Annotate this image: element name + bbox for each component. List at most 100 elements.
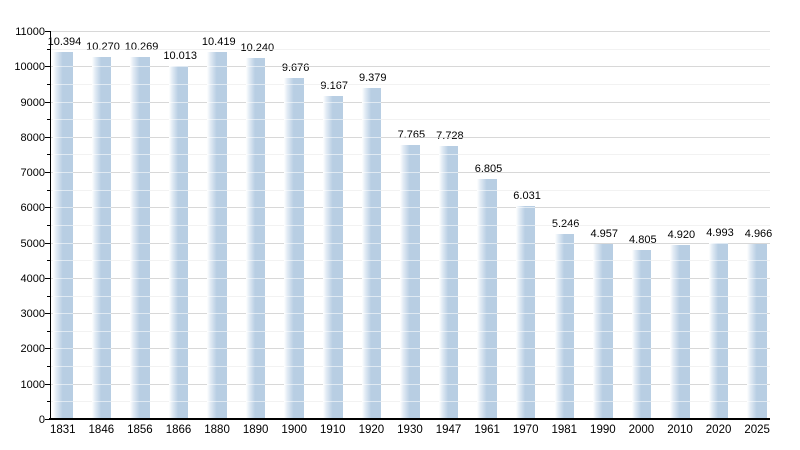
bar-value-label: 4.805: [629, 233, 657, 246]
bar: [477, 178, 497, 419]
y-axis-tick: [45, 383, 50, 385]
bar-value-label: 10.419: [201, 35, 236, 48]
bar-slot: 6.805 1961: [474, 31, 502, 436]
bar-value-label: 7.728: [436, 130, 464, 143]
y-tick-label: 11000: [15, 26, 45, 38]
x-tick-label: 1831: [49, 424, 76, 436]
y-axis-tick: [47, 260, 50, 262]
plot-area: 10.394 1831 10.270 1846 10.269 1856 10.013 1866…: [14, 26, 773, 436]
bar: [361, 88, 382, 419]
bar-value-label: 9.676: [281, 61, 310, 74]
bar-value-label: 7.765: [397, 129, 426, 142]
y-axis-tick: [47, 189, 50, 191]
bar-slot: 10.394 1831: [48, 31, 82, 436]
x-tick-label: 1970: [512, 424, 539, 436]
y-axis-tick: [45, 313, 50, 315]
bar-slot: 10.269 1856: [125, 31, 159, 436]
x-tick-label: 1947: [435, 424, 462, 436]
y-axis-tick: [45, 207, 50, 209]
bar-value-label: 10.013: [163, 49, 197, 62]
x-tick-label: 1890: [242, 424, 269, 436]
x-tick-label: 2020: [705, 424, 732, 436]
bar-slot: 9.167 1910: [320, 31, 348, 436]
bar: [284, 77, 304, 419]
bar-slot: 9.676 1900: [281, 31, 309, 436]
x-tick-label: 1880: [204, 424, 230, 436]
bar: [747, 243, 767, 419]
bar-slot: 4.966 2025: [744, 31, 772, 436]
y-axis-tick: [45, 348, 50, 350]
y-axis-tick: [47, 330, 50, 332]
bar-value-label: 5.246: [551, 217, 580, 230]
bar-value-label: 10.269: [124, 40, 159, 53]
y-tick-label: 10000: [14, 61, 45, 74]
bar-slot: 7.728 1947: [436, 31, 464, 436]
bar-slot: 9.379 1920: [359, 31, 387, 436]
bar-slot: 5.246 1981: [551, 31, 579, 436]
x-tick-label: 1846: [88, 424, 115, 436]
y-axis-tick: [45, 136, 50, 138]
bars-container: 10.394 1831 10.270 1846 10.269 1856 10.013 1866…: [48, 31, 773, 436]
bar-slot: 4.957 1990: [590, 31, 618, 436]
bar: [91, 56, 112, 419]
y-tick-label: 3000: [20, 308, 45, 321]
y-axis-tick: [47, 401, 50, 403]
bar-slot: 10.013 1866: [163, 31, 197, 436]
bar-slot: 10.270 1846: [86, 31, 120, 436]
x-tick-label: 1981: [551, 424, 578, 436]
bar-value-label: 4.966: [744, 227, 773, 240]
bar-value-label: 9.379: [358, 72, 387, 85]
bar-slot: 4.920 2010: [667, 31, 695, 436]
x-axis-line: [49, 418, 770, 420]
bar-slot: 10.240 1890: [240, 31, 274, 436]
bar: [207, 51, 227, 419]
x-tick-label: 1930: [397, 424, 423, 436]
y-axis-tick: [47, 48, 50, 50]
bar: [593, 244, 613, 419]
bar: [323, 95, 343, 419]
x-tick-label: 1910: [320, 424, 346, 436]
bar-value-label: 6.805: [474, 162, 503, 175]
bar: [400, 145, 420, 419]
x-tick-label: 2010: [667, 424, 693, 436]
bar-value-label: 4.957: [590, 228, 618, 241]
x-tick-label: 1900: [281, 424, 308, 436]
bar-value-label: 9.167: [320, 79, 348, 92]
bar-value-label: 4.920: [667, 229, 696, 242]
bar: [438, 146, 459, 419]
bar: [631, 249, 652, 419]
y-tick-label: 8000: [20, 131, 45, 144]
y-axis-tick: [47, 225, 50, 226]
y-axis-tick: [47, 295, 50, 297]
bar-value-label: 10.240: [240, 41, 275, 54]
bar-slot: 4.805 2000: [629, 31, 657, 436]
bar-slot: 7.765 1930: [397, 31, 425, 436]
bar-slot: 6.031 1970: [513, 31, 541, 436]
y-axis-tick: [45, 242, 50, 244]
y-tick-label: 0: [38, 414, 45, 426]
y-axis-tick: [47, 154, 50, 156]
bar: [168, 65, 189, 419]
bar-slot: 10.419 1880: [202, 31, 236, 436]
bar: [53, 52, 73, 419]
bar: [670, 245, 690, 419]
y-tick-label: 1000: [20, 378, 45, 391]
bar-value-label: 10.270: [86, 40, 120, 53]
y-tick-label: 4000: [20, 272, 45, 285]
y-tick-label: 7000: [20, 167, 45, 180]
bar: [130, 56, 150, 419]
y-tick-label: 5000: [20, 237, 45, 250]
x-tick-label: 1866: [165, 424, 192, 436]
y-tick-label: 2000: [20, 343, 45, 356]
x-tick-label: 2025: [744, 424, 770, 436]
y-tick-label: 6000: [20, 202, 45, 215]
y-axis-tick: [45, 172, 50, 174]
bar: [708, 242, 729, 419]
x-tick-label: 1990: [590, 424, 616, 436]
y-axis-tick: [45, 31, 50, 32]
y-axis-tick: [45, 419, 50, 420]
y-axis-line: [50, 31, 51, 419]
x-tick-label: 1920: [358, 424, 385, 436]
bar-slot: 4.993 2020: [706, 31, 734, 436]
